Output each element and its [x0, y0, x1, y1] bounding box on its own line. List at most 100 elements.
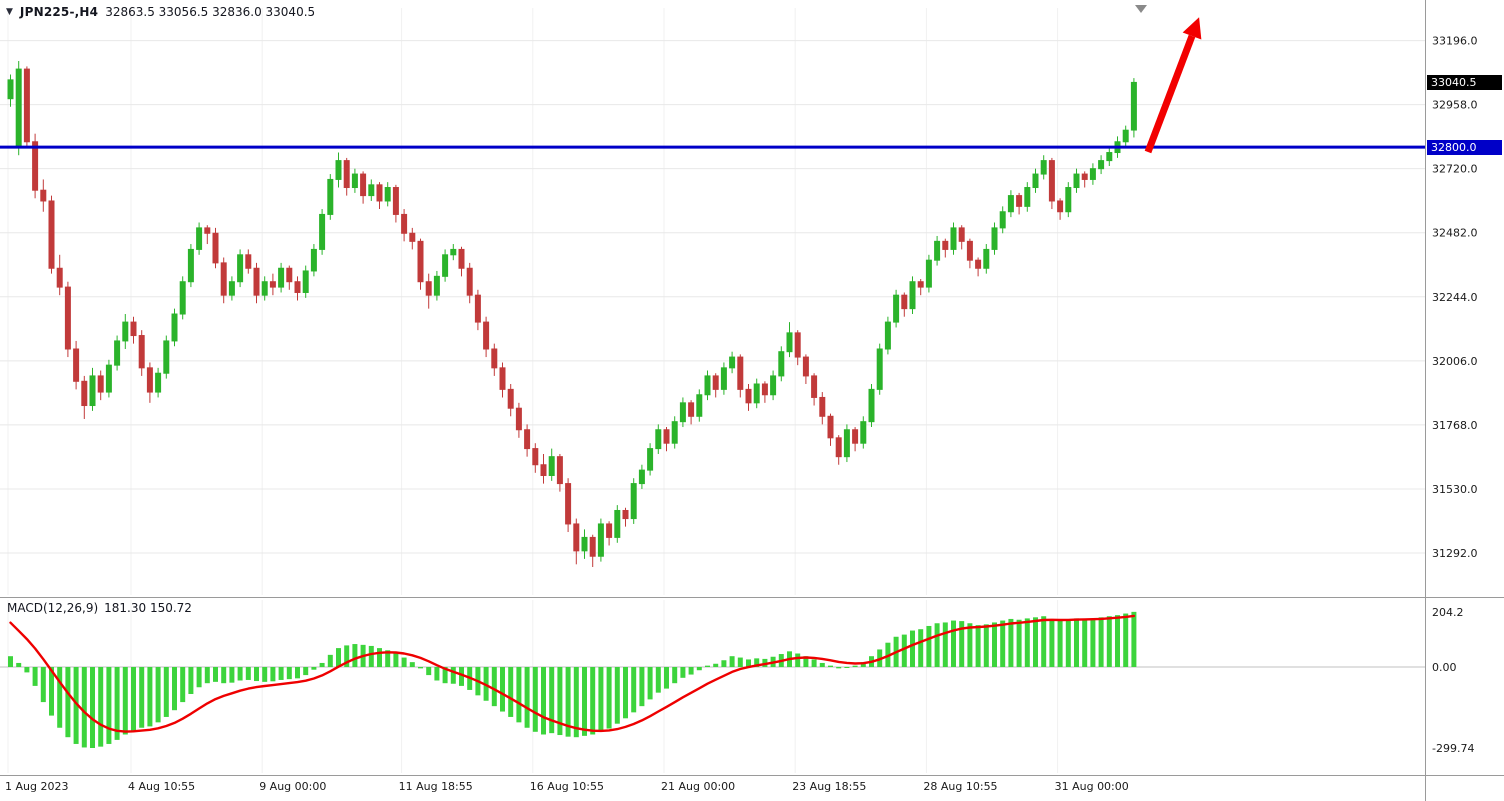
candle: [40, 189, 47, 202]
candle: [999, 211, 1006, 229]
candle: [606, 523, 613, 538]
candle: [638, 469, 645, 485]
candle: [925, 259, 932, 288]
svg-text:1 Aug 2023: 1 Aug 2023: [5, 780, 68, 793]
candle: [196, 227, 203, 250]
candle: [696, 394, 703, 417]
candle: [811, 375, 818, 398]
candle: [860, 421, 867, 444]
svg-text:9 Aug 00:00: 9 Aug 00:00: [259, 780, 326, 793]
candle: [712, 375, 719, 390]
candle: [950, 227, 957, 250]
candle: [171, 313, 178, 342]
candle: [138, 335, 145, 369]
candle: [48, 200, 55, 269]
candle: [1057, 200, 1064, 213]
candle: [622, 509, 629, 520]
candle: [384, 187, 391, 202]
svg-text:32244.0: 32244.0: [1432, 291, 1478, 304]
svg-text:33196.0: 33196.0: [1432, 35, 1478, 48]
candle: [909, 281, 916, 310]
candle: [753, 383, 760, 404]
candle: [843, 429, 850, 458]
macd-histogram: [8, 611, 1137, 748]
level-price-tag: 32800.0: [1427, 139, 1502, 155]
candle: [163, 340, 170, 374]
chart-header: ▼ JPN225-,H4 32863.5 33056.5 32836.0 330…: [6, 5, 315, 19]
svg-text:32482.0: 32482.0: [1432, 227, 1478, 240]
candle: [655, 429, 662, 450]
candle: [548, 456, 555, 477]
candle: [876, 348, 883, 390]
macd-signal-line: [9, 614, 1136, 733]
candle: [1089, 168, 1096, 180]
candle: [720, 367, 727, 390]
svg-text:32006.0: 32006.0: [1432, 355, 1478, 368]
candle: [942, 240, 949, 250]
candle: [351, 173, 358, 189]
candle: [745, 388, 752, 404]
candle: [335, 160, 342, 180]
candle: [23, 68, 30, 143]
candle: [671, 421, 678, 444]
trend-arrow[interactable]: [1144, 17, 1202, 154]
candle: [901, 294, 908, 310]
candle: [802, 356, 809, 377]
macd-values: 181.30 150.72: [104, 601, 192, 615]
candle: [155, 372, 162, 393]
candle: [450, 248, 457, 256]
candle: [1065, 187, 1072, 213]
macd-name: MACD(12,26,9): [7, 601, 99, 615]
svg-text:0.00: 0.00: [1432, 661, 1457, 674]
candle: [212, 232, 219, 264]
chart-top-marker-icon: [1135, 5, 1147, 13]
candle: [1007, 195, 1014, 213]
candle: [269, 281, 276, 288]
candle: [294, 281, 301, 293]
candle: [778, 351, 785, 377]
candle: [187, 248, 194, 283]
candle: [884, 321, 891, 350]
candle: [368, 184, 375, 197]
candle: [581, 536, 588, 552]
svg-text:21 Aug 00:00: 21 Aug 00:00: [661, 780, 735, 793]
candle: [958, 227, 965, 242]
candle: [114, 340, 121, 366]
candle: [1024, 187, 1031, 207]
candle: [737, 356, 744, 390]
candle: [319, 213, 326, 250]
candle: [237, 254, 244, 283]
candle: [868, 388, 875, 423]
svg-text:31 Aug 00:00: 31 Aug 00:00: [1055, 780, 1129, 793]
candle: [647, 448, 654, 471]
candle: [966, 240, 973, 261]
candle: [130, 321, 137, 337]
candle: [392, 187, 399, 215]
candle: [991, 227, 998, 250]
candle: [540, 464, 547, 477]
candle: [458, 248, 465, 269]
candle: [491, 348, 498, 369]
candle: [515, 407, 522, 431]
candle: [253, 267, 260, 296]
candle: [56, 267, 63, 288]
svg-text:16 Aug 10:55: 16 Aug 10:55: [530, 780, 604, 793]
candle: [310, 248, 317, 272]
symbol-timeframe-label: JPN225-,H4: [19, 5, 99, 19]
candle: [983, 248, 990, 269]
candle: [934, 240, 941, 261]
candle: [146, 367, 153, 393]
macd-indicator-label: MACD(12,26,9) 181.30 150.72: [7, 601, 192, 615]
candle: [302, 270, 309, 293]
candle: [32, 141, 39, 191]
candle: [893, 294, 900, 323]
macd-axis-labels: 204.2 0.00 -299.74: [1432, 606, 1474, 755]
candle: [425, 281, 432, 296]
candle: [417, 240, 424, 283]
candle: [852, 429, 859, 444]
candle: [975, 259, 982, 269]
candle: [64, 286, 71, 350]
candle: [376, 184, 383, 202]
